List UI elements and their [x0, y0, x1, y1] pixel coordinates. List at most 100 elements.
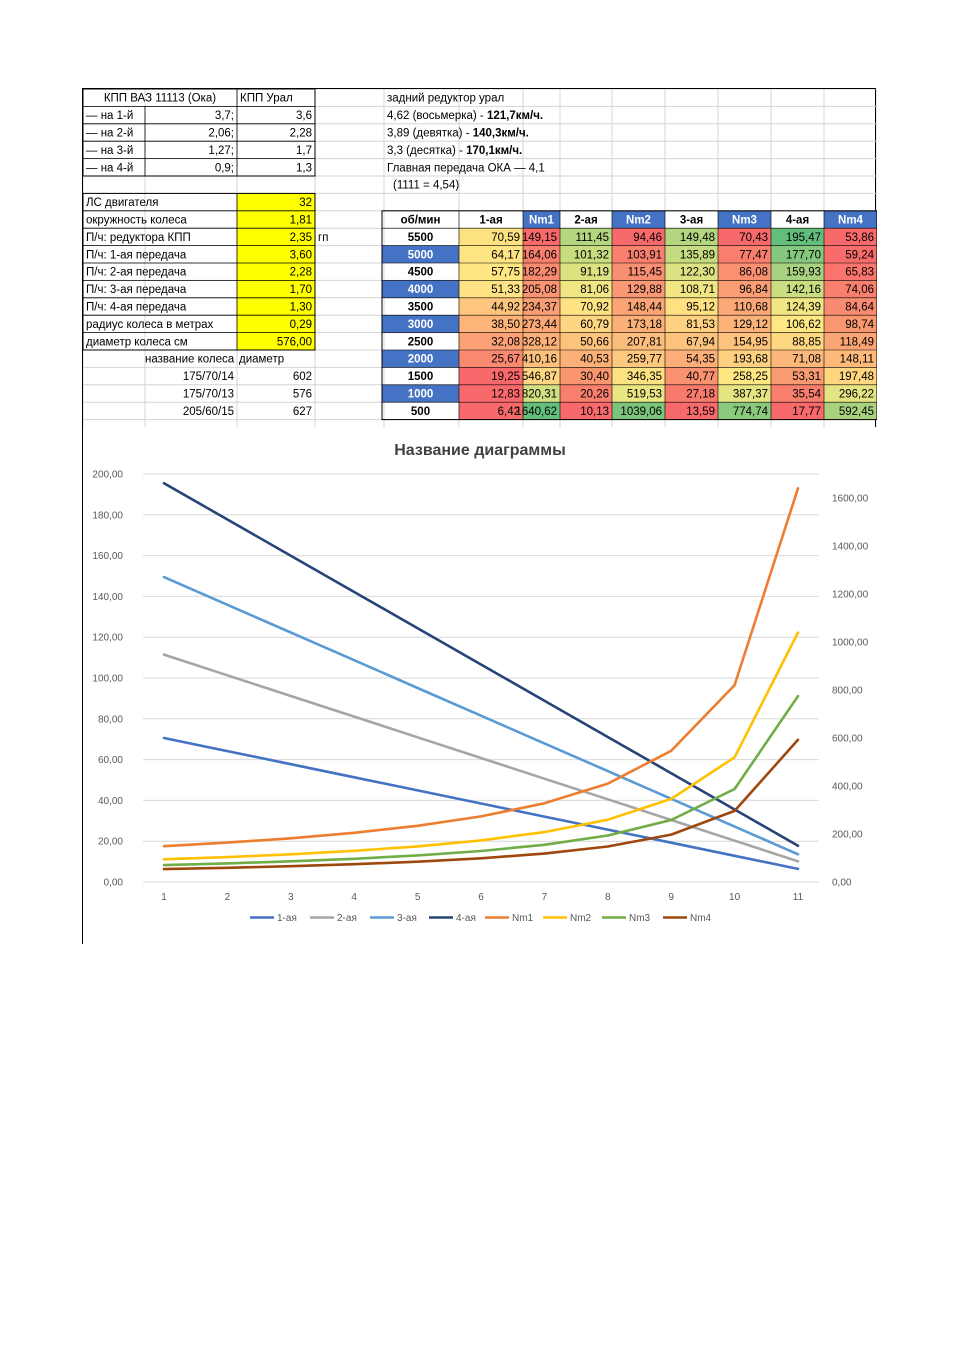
heat-cell	[459, 297, 523, 316]
heat-cell-value: 53,31	[792, 371, 821, 383]
heat-cell	[459, 263, 523, 281]
heat-cell-value: 30,40	[580, 371, 609, 383]
x-tick-label: 9	[668, 892, 674, 903]
header-ural-gearbox: КПП Урал	[240, 93, 293, 105]
heat-cell	[824, 245, 877, 263]
heat-cell	[718, 280, 771, 298]
param-value: 576,00	[277, 336, 312, 348]
heat-cell-value: 148,44	[627, 302, 663, 314]
heat-cell-value: 64,17	[491, 249, 520, 261]
heat-cell-value: 67,94	[686, 336, 715, 348]
heat-cell-value: 40,53	[580, 354, 609, 366]
gear-ural-ratio: 1,3	[296, 162, 312, 174]
heat-cell-value: 135,89	[680, 249, 715, 261]
heat-cell	[523, 297, 560, 316]
heat-cell-value: 110,68	[734, 302, 768, 314]
gear-label: — на 1-й	[86, 110, 133, 122]
heat-cell	[718, 245, 771, 263]
heat-cell	[665, 315, 718, 333]
heat-cell-value: 20,26	[580, 389, 609, 401]
rpm-value: 4500	[408, 267, 434, 279]
param-label: окружность колеса	[86, 215, 187, 227]
heat-cell	[612, 297, 665, 316]
param-value: 0,29	[290, 319, 312, 331]
series-line-Nm1	[162, 486, 800, 848]
y2-tick-label: 1600,00	[832, 494, 869, 505]
param-label: П/ч: 2-ая передача	[86, 267, 187, 279]
heat-cell	[560, 263, 612, 281]
param-value-cell	[237, 332, 315, 350]
heat-cell	[665, 245, 718, 263]
y2-tick-label: 0,00	[832, 878, 852, 889]
heat-cell-value: 65,83	[845, 267, 874, 279]
heat-cell	[665, 263, 718, 281]
legend-label: Nm3	[629, 913, 651, 924]
y2-tick-label: 800,00	[832, 686, 863, 697]
heat-cell	[718, 315, 771, 333]
x-tick-label: 2	[225, 892, 231, 903]
heat-cell-value: 296,22	[839, 389, 874, 401]
param-label: П/ч: 1-ая передача	[86, 249, 187, 261]
heat-cell-value: 115,45	[628, 267, 662, 279]
gear-ural-ratio: 2,28	[290, 128, 312, 140]
wheel-diameter: 602	[293, 371, 312, 383]
series-line-1-ая	[162, 736, 800, 871]
note-bold: 140,3км/ч.	[473, 128, 529, 140]
heat-cell-value: 94,46	[633, 232, 662, 244]
y2-tick-label: 1200,00	[832, 590, 869, 601]
gear-label: — на 2-й	[86, 128, 133, 140]
heat-cell-value: 84,64	[845, 302, 874, 314]
heat-cell	[771, 332, 824, 350]
rpm-header-fill	[824, 210, 877, 229]
param-value-cell	[237, 193, 315, 211]
heat-cell-value: 74,06	[845, 284, 874, 296]
rpm-value: 500	[411, 406, 430, 418]
y-tick-label: 120,00	[92, 633, 123, 644]
heat-cell	[718, 228, 771, 246]
heat-cell-value: 142,16	[786, 284, 821, 296]
heat-cell	[612, 245, 665, 263]
heat-cell-value: 13,59	[686, 406, 715, 418]
heat-cell	[612, 402, 665, 420]
heat-cell	[612, 228, 665, 246]
heat-cell	[665, 402, 718, 420]
y2-tick-label: 1400,00	[832, 542, 869, 553]
heat-cell-value: 70,43	[739, 232, 768, 244]
rpm-header-Nm4: Nm4	[838, 215, 864, 227]
y-tick-label: 160,00	[92, 551, 123, 562]
heat-cell	[718, 263, 771, 281]
legend-label: 2-ая	[337, 913, 357, 924]
heat-cell	[523, 245, 560, 263]
heat-cell	[771, 280, 824, 298]
rpm-header-2-ая: 2-ая	[574, 215, 597, 227]
heat-cell	[560, 367, 612, 385]
param-value-cell	[237, 280, 315, 298]
note-line: Главная передача ОКА — 4,1	[387, 162, 545, 174]
note-line: (1111 = 4,54)	[393, 180, 459, 192]
wheel-diameter: 576	[293, 389, 312, 401]
heat-cell	[459, 350, 523, 368]
gear-label: — на 3-й	[86, 145, 133, 157]
series-line-Nm4	[162, 738, 800, 871]
heat-cell-value: 35,54	[792, 389, 821, 401]
param-label: радиус колеса в метрах	[86, 319, 214, 331]
heat-cell	[665, 350, 718, 368]
y-tick-label: 180,00	[92, 510, 123, 521]
param-value: 1,81	[290, 215, 312, 227]
heat-cell-value: 159,93	[786, 267, 821, 279]
rpm-value: 3000	[408, 319, 434, 331]
heat-cell	[771, 297, 824, 316]
param-value: 3,60	[290, 249, 312, 261]
gear-oka-ratio: 1,27;	[208, 145, 234, 157]
param-value: 32	[299, 197, 312, 209]
gear-ural-ratio: 1,7	[296, 145, 312, 157]
heat-cell-value: 346,35	[627, 371, 662, 383]
heat-cell	[523, 367, 560, 385]
heat-cell-value: 51,33	[491, 284, 520, 296]
heat-cell	[523, 384, 560, 403]
heat-cell-value: 328,12	[522, 336, 557, 348]
heat-cell	[824, 384, 877, 403]
heat-cell	[718, 384, 771, 403]
heat-cell-value: 129,88	[627, 284, 662, 296]
heat-cell-value: 258,25	[733, 371, 768, 383]
